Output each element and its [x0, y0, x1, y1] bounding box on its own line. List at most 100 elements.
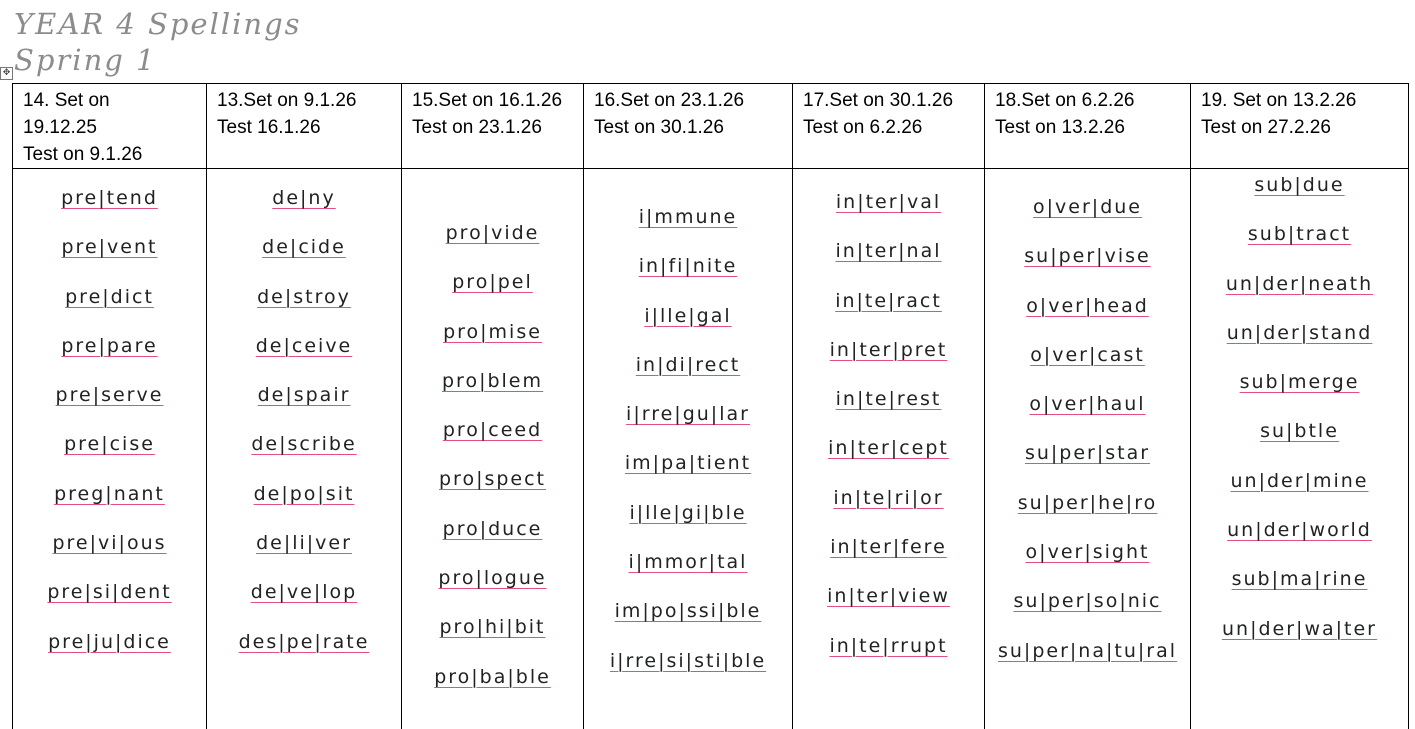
- spelling-word: in|di|rect: [636, 350, 740, 399]
- spelling-word: pro|logue: [438, 563, 546, 612]
- document-title: YEAR 4 Spellings Spring 1: [14, 6, 302, 78]
- spelling-word: su|per|so|nic: [1014, 586, 1162, 635]
- spelling-word: pre|tend: [61, 183, 158, 232]
- spelling-word: pro|ba|ble: [434, 662, 551, 711]
- header-line: Test 16.1.26: [217, 117, 321, 138]
- header-line: Test on 13.2.26: [995, 117, 1125, 138]
- spelling-word: in|te|ri|or: [833, 483, 943, 532]
- header-line: 18.Set on 6.2.26: [995, 90, 1134, 111]
- header-line: Test on 27.2.26: [1201, 117, 1331, 138]
- spelling-word: de|stroy: [257, 282, 351, 331]
- spelling-word: de|po|sit: [254, 479, 355, 528]
- header-line: 14. Set on: [23, 90, 110, 111]
- spelling-word: pro|duce: [443, 514, 543, 563]
- spelling-word: pro|ceed: [443, 415, 542, 464]
- header-cell: 17.Set on 30.1.26 Test on 6.2.26: [793, 84, 985, 169]
- spelling-word: im|po|ssi|ble: [615, 596, 762, 645]
- spelling-word: o|ver|head: [1026, 291, 1149, 340]
- header-cell: 19. Set on 13.2.26 Test on 27.2.26: [1191, 84, 1409, 169]
- table-move-handle-icon[interactable]: ✥: [0, 67, 13, 80]
- header-line: 15.Set on 16.1.26: [412, 90, 562, 111]
- title-line-2: Spring 1: [14, 43, 156, 77]
- spelling-word: pre|cise: [64, 429, 155, 478]
- spelling-word: i|rre|gu|lar: [626, 399, 750, 448]
- spelling-word: su|btle: [1260, 416, 1339, 465]
- header-line: 19.12.25: [23, 117, 97, 138]
- spelling-word: de|scribe: [251, 429, 356, 478]
- spelling-word: in|ter|cept: [828, 433, 949, 482]
- spelling-word: pre|vent: [62, 232, 158, 281]
- spelling-word: in|ter|pret: [830, 335, 948, 384]
- spelling-word: un|der|stand: [1227, 318, 1373, 367]
- header-line: 17.Set on 30.1.26: [803, 90, 953, 111]
- header-line: Test on 30.1.26: [594, 117, 724, 138]
- spelling-word: pre|ju|dice: [48, 627, 171, 676]
- spelling-word: in|ter|fere: [830, 532, 947, 581]
- spelling-word: preg|nant: [54, 479, 165, 528]
- spelling-word: i|mmune: [639, 202, 737, 251]
- spelling-word: pro|hi|bit: [440, 612, 546, 661]
- header-line: Test on 6.2.26: [803, 117, 922, 138]
- title-line-1: YEAR 4 Spellings: [14, 7, 302, 41]
- spelling-word: sub|due: [1254, 170, 1344, 219]
- spelling-word: su|per|star: [1025, 438, 1150, 487]
- spelling-word: pre|pare: [61, 331, 157, 380]
- spelling-word: pre|dict: [65, 282, 154, 331]
- header-cell: 15.Set on 16.1.26 Test on 23.1.26: [402, 84, 584, 169]
- spelling-word: in|ter|view: [827, 581, 950, 630]
- spelling-word: i|lle|gi|ble: [629, 498, 746, 547]
- header-cell: 16.Set on 23.1.26 Test on 30.1.26: [584, 84, 793, 169]
- spelling-word: un|der|neath: [1226, 269, 1373, 318]
- spelling-word: un|der|wa|ter: [1222, 614, 1377, 663]
- spelling-word: sub|ma|rine: [1232, 564, 1368, 613]
- spelling-word: de|ceive: [256, 331, 353, 380]
- spelling-word: i|mmor|tal: [629, 547, 748, 596]
- spelling-word: de|li|ver: [256, 528, 352, 577]
- spelling-word: de|ve|lop: [251, 577, 357, 626]
- header-line: Test on 23.1.26: [412, 117, 542, 138]
- spelling-word: pro|spect: [439, 464, 546, 513]
- spelling-word: in|te|rrupt: [829, 631, 947, 680]
- spelling-word: su|per|he|ro: [1018, 488, 1157, 537]
- header-cell: 14. Set on 19.12.25 Test on 9.1.26: [13, 84, 207, 169]
- spelling-word: i|lle|gal: [644, 301, 731, 350]
- spelling-word: de|spair: [258, 380, 351, 429]
- spelling-word: sub|tract: [1248, 219, 1351, 268]
- spelling-word: pro|mise: [443, 317, 542, 366]
- spelling-word: im|pa|tient: [625, 448, 751, 497]
- spelling-word: pro|vide: [446, 218, 540, 267]
- spellings-table: 14. Set on 19.12.25 Test on 9.1.26 13.Se…: [12, 83, 1409, 729]
- header-cell: 13.Set on 9.1.26 Test 16.1.26: [207, 84, 402, 169]
- spelling-word: in|ter|nal: [835, 236, 941, 285]
- spelling-word: pro|pel: [452, 267, 533, 316]
- spelling-word: o|ver|cast: [1030, 340, 1145, 389]
- header-line: 19. Set on 13.2.26: [1201, 90, 1356, 111]
- spelling-word: su|per|vise: [1024, 241, 1150, 290]
- spelling-word: in|te|ract: [835, 286, 942, 335]
- spelling-word: in|fi|nite: [639, 251, 738, 300]
- spelling-word: des|pe|rate: [239, 627, 370, 676]
- header-line: 13.Set on 9.1.26: [217, 90, 356, 111]
- header-line: 16.Set on 23.1.26: [594, 90, 744, 111]
- spelling-word: de|cide: [262, 232, 346, 281]
- spelling-word: su|per|na|tu|ral: [998, 636, 1177, 685]
- spelling-word: pre|vi|ous: [52, 528, 166, 577]
- spelling-word: o|ver|haul: [1029, 389, 1145, 438]
- spelling-word: de|ny: [272, 183, 335, 232]
- spelling-word: o|ver|sight: [1026, 537, 1150, 586]
- header-line: Test on 9.1.26: [23, 144, 142, 165]
- spelling-word: o|ver|due: [1033, 192, 1142, 241]
- spelling-word: sub|merge: [1240, 367, 1360, 416]
